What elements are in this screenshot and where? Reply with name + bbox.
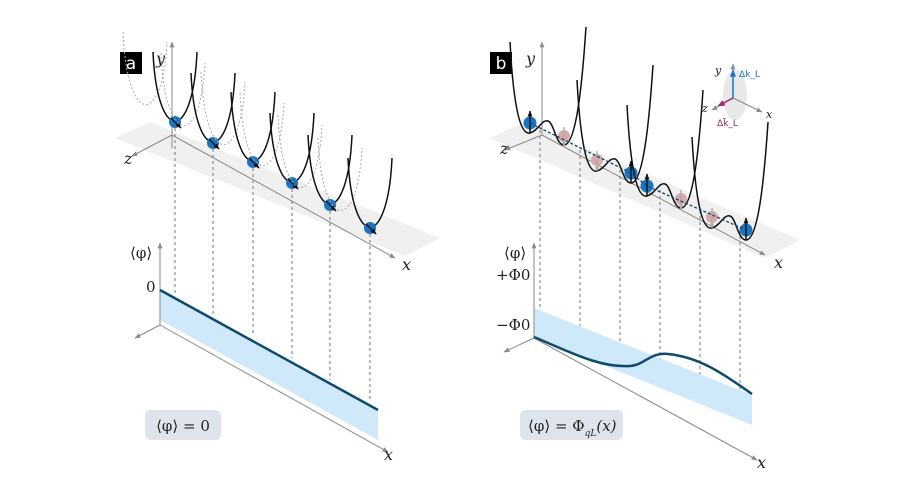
panel-b-equation-box: [520, 410, 623, 440]
inset-dk-bar-arrow: [717, 97, 734, 107]
panel-a-phi-curve: [159, 288, 379, 412]
panel-b-y-label: y: [525, 49, 536, 68]
equation-subscript: qL: [585, 429, 597, 439]
panel-a-projection-lines: [174, 122, 371, 402]
panel-b-plus-phi0-tick: +Φ0: [496, 266, 530, 284]
double-well: [509, 26, 587, 146]
panel-b-wells: [509, 26, 769, 241]
panel-a-z-label: z: [123, 149, 133, 168]
spin-arrow: [365, 223, 377, 235]
panel-b-bottom-x-label: x: [757, 453, 766, 472]
panel-b-letter: b: [496, 54, 507, 74]
ghost-well: [277, 114, 323, 188]
ghost-well: [122, 31, 168, 105]
panel-b-projection-lines: [539, 130, 741, 415]
panel-b-label-box: [490, 52, 512, 74]
panel-a-phi-label: ⟨φ⟩: [130, 244, 152, 262]
panel-a-z-axis: [131, 134, 173, 157]
panel-b-x-label: x: [774, 253, 783, 272]
ghost-well: [239, 92, 285, 166]
panel-b-minus-phi0-tick: −Φ0: [496, 316, 530, 334]
ghost-well: [317, 137, 363, 211]
spin-arrow: [248, 157, 260, 169]
panel-a-bottom-x-axis: [159, 324, 389, 453]
panel-a-wells: [122, 31, 393, 235]
panel-a-bottom-x-label: x: [384, 445, 393, 464]
panel-b-band: [534, 308, 752, 425]
panel-a-zero-tick: 0: [146, 278, 156, 296]
inset-dk-label: Δk_L: [739, 70, 760, 80]
double-well: [691, 121, 769, 241]
panel-a-band: [160, 290, 378, 440]
panel-b-depth-axis: [503, 337, 535, 353]
panel-a-plane: [115, 122, 440, 256]
potential-well: [269, 112, 315, 183]
panel-a-x-axis: [171, 134, 396, 259]
inset-y-label: y: [714, 64, 722, 77]
double-well: [576, 64, 654, 184]
panel-b-equation: ⟨φ⟩ = ΦqL(x): [528, 417, 617, 439]
panel-b-z-label: z: [499, 139, 509, 158]
equation-main: ⟨φ⟩ = Φ: [528, 417, 585, 435]
double-well: [626, 89, 704, 209]
panel-a-y-label: y: [155, 49, 166, 68]
panel-b-phi-label: ⟨φ⟩: [504, 244, 526, 262]
panel-a-equation-box: [145, 410, 221, 440]
spin-arrow: [208, 138, 220, 150]
potential-well: [190, 72, 236, 143]
ghost-well: [160, 52, 206, 126]
equation-tail: (x): [596, 417, 616, 435]
panel-a-depth-axis: [134, 324, 161, 339]
potential-well: [230, 91, 276, 162]
spin-arrow: [287, 178, 299, 190]
blue-dashed-connector: [529, 122, 747, 231]
inset-ellipsoid: [723, 70, 747, 120]
inset-dk-bar-label: Δk̄_L: [717, 117, 738, 129]
panel-b-z-axis: [504, 134, 543, 151]
inset-x-label: x: [766, 108, 773, 121]
panel-a-equation: ⟨φ⟩ = 0: [156, 417, 210, 435]
panel-b-phi-curve: [533, 335, 753, 396]
inset-x-axis: [732, 97, 763, 113]
spin-arrow: [325, 200, 337, 212]
panel-b-x-axis: [541, 134, 766, 256]
inset-z-label: z: [701, 102, 708, 115]
panel-a-x-label: x: [402, 255, 411, 274]
panel-b: b y z x y x z Δk_L Δk̄_L ⟨φ⟩ +Φ0: [490, 26, 800, 472]
panel-b-bottom-x-axis: [533, 337, 758, 461]
ghost-well: [200, 71, 246, 145]
panel-a-letter: a: [126, 54, 136, 74]
inset-axes: y x z Δk_L Δk̄_L: [701, 63, 773, 129]
panel-a: a y z x ⟨φ⟩ 0 x ⟨φ⟩ = 0: [115, 31, 440, 464]
spin-arrow: [170, 117, 182, 129]
